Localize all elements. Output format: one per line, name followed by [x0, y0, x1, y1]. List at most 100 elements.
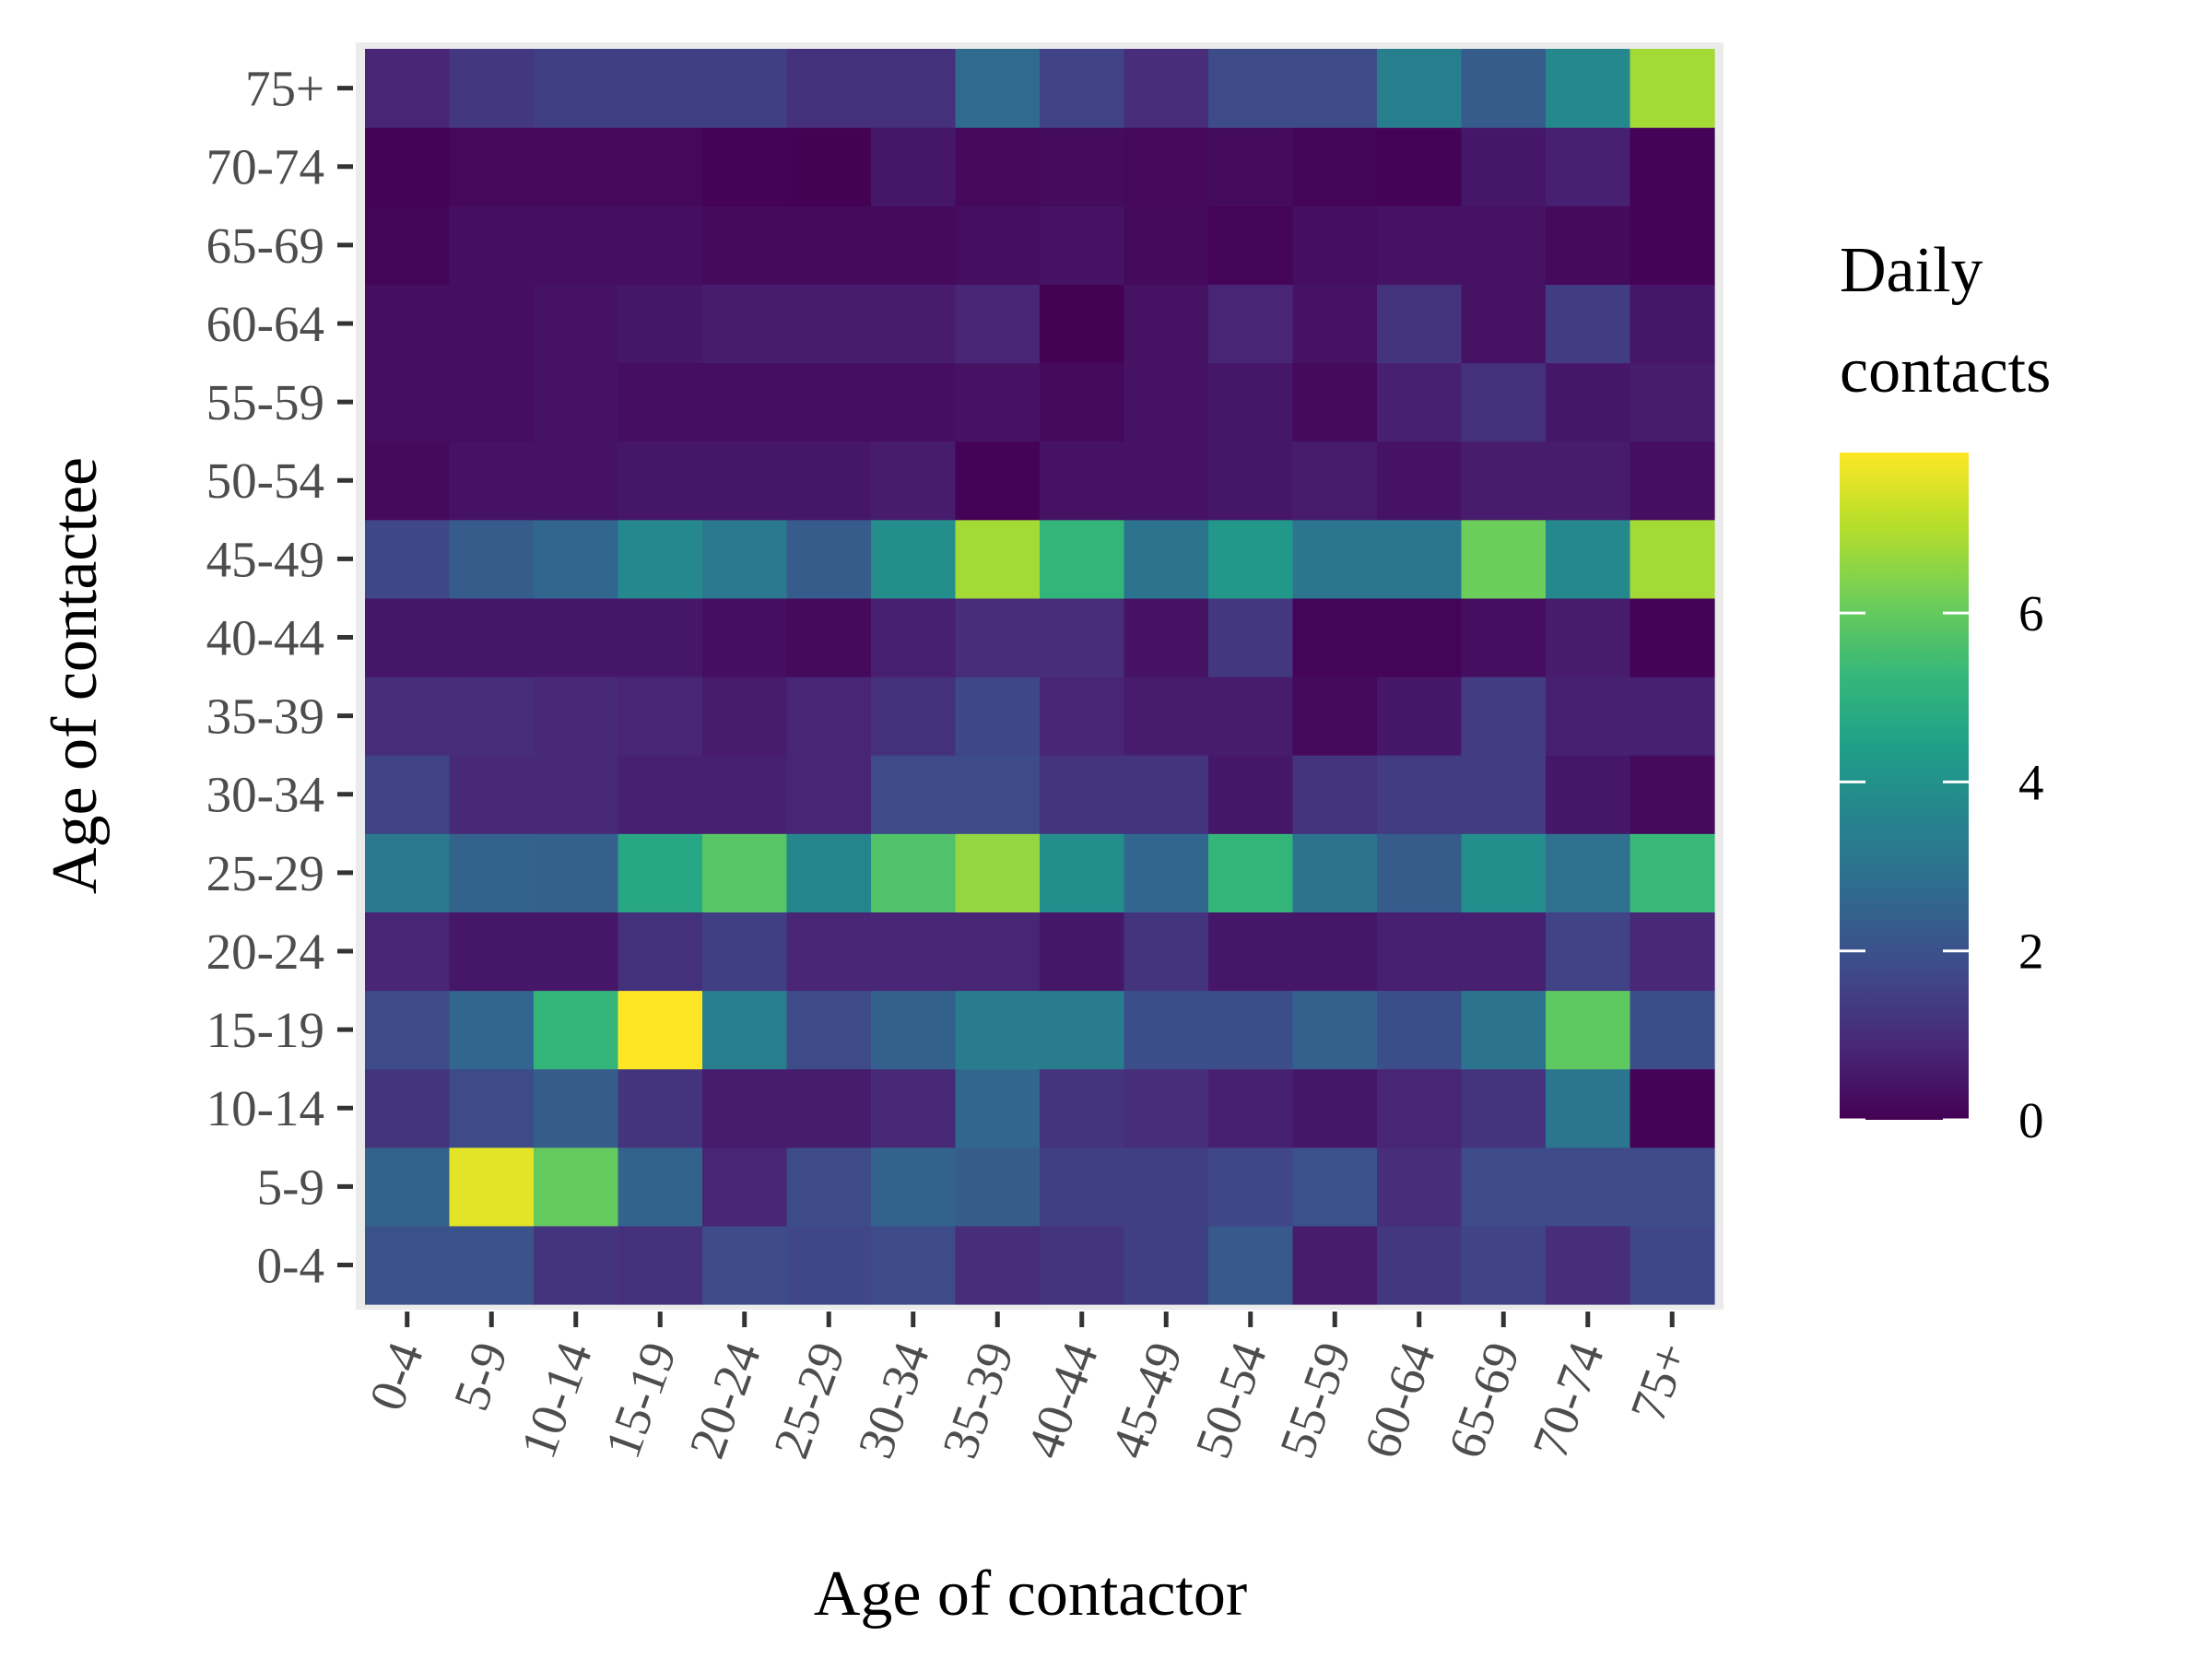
heatmap-cell [618, 441, 703, 521]
y-tick-label: 30-34 [206, 767, 324, 823]
heatmap-cell [702, 1147, 788, 1227]
heatmap-cell [449, 362, 535, 442]
heatmap-cell [1040, 519, 1125, 599]
y-tick-label: 60-64 [206, 296, 324, 352]
heatmap-cell [365, 127, 451, 206]
heatmap-cell [1461, 127, 1547, 206]
heatmap-cell [1208, 441, 1294, 521]
heatmap-cell [1208, 1068, 1294, 1148]
heatmap-cell [1040, 912, 1125, 992]
heatmap-cell [955, 677, 1041, 756]
heatmap-cell [955, 1225, 1041, 1305]
y-tick-label: 35-39 [206, 688, 324, 745]
heatmap-cell [1630, 127, 1715, 206]
heatmap-cell [1546, 127, 1631, 206]
heatmap-cell [1208, 519, 1294, 599]
heatmap-cell [702, 912, 788, 992]
heatmap-cell [1124, 519, 1209, 599]
heatmap-cell [534, 284, 619, 364]
heatmap-cell [534, 362, 619, 442]
heatmap-cell [702, 284, 788, 364]
heatmap-cell [786, 127, 872, 206]
heatmap-cell [1461, 519, 1547, 599]
heatmap-cell [1040, 677, 1125, 756]
heatmap-cell [365, 1147, 451, 1227]
heatmap-cell [1377, 49, 1463, 128]
heatmap-cell [1292, 206, 1378, 285]
heatmap-cell [534, 1068, 619, 1148]
heatmap-cell [955, 1068, 1041, 1148]
heatmap-cell [1208, 597, 1294, 677]
heatmap-cell [786, 441, 872, 521]
heatmap-cell [1040, 441, 1125, 521]
heatmap-cell [1292, 1225, 1378, 1305]
heatmap-cell [365, 990, 451, 1070]
y-tick-label: 75+ [245, 61, 324, 117]
heatmap-cell [1461, 1147, 1547, 1227]
heatmap-cell [1630, 1225, 1715, 1305]
heatmap-cell [534, 833, 619, 912]
heatmap-cell [1208, 833, 1294, 912]
heatmap-cell [1040, 1225, 1125, 1305]
heatmap-cell [618, 362, 703, 442]
heatmap-cell [1377, 127, 1463, 206]
heatmap-cell [1292, 755, 1378, 834]
heatmap-cell [534, 677, 619, 756]
heatmap-cell [618, 912, 703, 992]
heatmap-cell [1461, 49, 1547, 128]
heatmap-cell [1630, 833, 1715, 912]
heatmap-cell [1546, 833, 1631, 912]
heatmap-cell [786, 49, 872, 128]
heatmap-cell [955, 284, 1041, 364]
heatmap-cell [1040, 362, 1125, 442]
heatmap-cell [871, 127, 957, 206]
heatmap-cell [618, 990, 703, 1070]
heatmap-cell [955, 49, 1041, 128]
heatmap-cell [1630, 597, 1715, 677]
heatmap-cell [365, 362, 451, 442]
heatmap-cell [871, 597, 957, 677]
heatmap-cell [449, 990, 535, 1070]
heatmap-cell [955, 1147, 1041, 1227]
heatmap-cell [365, 284, 451, 364]
heatmap-cell [1208, 755, 1294, 834]
heatmap-cell [449, 519, 535, 599]
heatmap-cell [1630, 441, 1715, 521]
heatmap-cell [871, 362, 957, 442]
heatmap-cell [1040, 597, 1125, 677]
heatmap-cell [534, 912, 619, 992]
heatmap-cell [1292, 677, 1378, 756]
heatmap-cell [1124, 755, 1209, 834]
heatmap-cell [1208, 284, 1294, 364]
heatmap-cell [871, 519, 957, 599]
heatmap-cell [955, 127, 1041, 206]
legend-title-line-1: Daily [1840, 235, 1983, 306]
heatmap-cell [1040, 1068, 1125, 1148]
heatmap-cell [1461, 441, 1547, 521]
heatmap-cell [1292, 284, 1378, 364]
heatmap-cell [1461, 206, 1547, 285]
colorbar-tick-label: 6 [2018, 585, 2044, 641]
heatmap-cell [1124, 206, 1209, 285]
heatmap-cell [702, 49, 788, 128]
heatmap-cell [1546, 755, 1631, 834]
heatmap-cell [1208, 912, 1294, 992]
colorbar-tick-label: 0 [2018, 1092, 2044, 1148]
heatmap-cell [1461, 284, 1547, 364]
colorbar-tick-label: 4 [2018, 754, 2044, 810]
heatmap-cell [786, 833, 872, 912]
heatmap-cell [702, 206, 788, 285]
heatmap-cell [618, 833, 703, 912]
heatmap-cell [534, 755, 619, 834]
heatmap-cell [618, 206, 703, 285]
heatmap-cell [534, 49, 619, 128]
heatmap-cell [786, 284, 872, 364]
heatmap-cell [1630, 284, 1715, 364]
heatmap-cell [786, 990, 872, 1070]
y-tick-label: 50-54 [206, 453, 324, 509]
y-axis: 0-4 5-9 10-14 15-19 20-24 25-29 30-34 35-39 40-4… [206, 61, 353, 1293]
heatmap-cell [1208, 206, 1294, 285]
y-tick-label: 45-49 [206, 531, 324, 587]
heatmap-cell [786, 206, 872, 285]
